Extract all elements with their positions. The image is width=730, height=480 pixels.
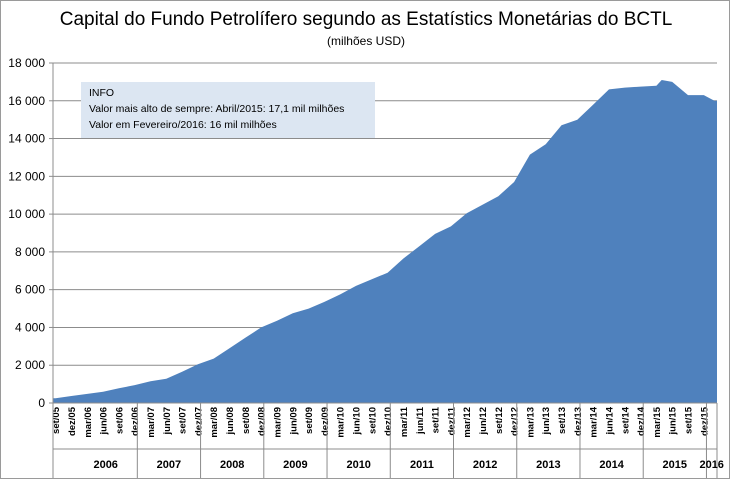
year-axis: 2006 2007 2008 2009 2010 2011 2012 2013 2014 2015… <box>52 403 724 478</box>
year-label: 2013 <box>536 459 560 471</box>
x-tick-label: set/12 <box>494 407 505 434</box>
x-tick-label: jun/08 <box>225 407 236 435</box>
axes <box>52 63 717 404</box>
x-tick-label: dez/11 <box>446 406 457 435</box>
year-label: 2010 <box>346 459 370 471</box>
x-tick-label: jun/10 <box>352 407 363 435</box>
series-area <box>53 80 717 403</box>
year-label: 2014 <box>599 459 624 471</box>
x-tick-label: jun/09 <box>288 407 299 435</box>
y-tick-label: 18 000 <box>8 56 45 70</box>
x-tick-label: set/08 <box>241 407 252 434</box>
year-label: 2011 <box>410 459 434 471</box>
x-tick-label: mar/14 <box>589 406 600 437</box>
year-label: 2016 <box>699 459 723 471</box>
year-label: 2008 <box>220 459 244 471</box>
x-tick-label: dez/05 <box>67 406 78 436</box>
y-tick-label: 12 000 <box>8 169 45 183</box>
x-tick-label: set/15 <box>684 406 695 434</box>
x-tick-label: mar/12 <box>462 407 473 438</box>
x-tick-label: mar/07 <box>146 407 157 438</box>
y-tick-label: 6 000 <box>15 283 45 297</box>
x-tick-label: jun/14 <box>605 406 616 435</box>
area-series <box>53 80 717 403</box>
x-tick-label: jun/12 <box>478 407 489 435</box>
y-axis-ticks: 0 2 000 4 000 6 000 8 000 10 000 12 000 14 000 1… <box>8 56 53 410</box>
y-tick-label: 8 000 <box>15 245 45 259</box>
x-tick-label: jun/15 <box>668 406 679 435</box>
y-tick-label: 2 000 <box>15 358 45 372</box>
x-tick-label: dez/15 <box>699 406 710 436</box>
x-tick-label: dez/09 <box>320 407 331 436</box>
x-tick-label: set/11 <box>431 406 442 433</box>
x-tick-label: dez/14 <box>636 406 647 436</box>
x-tick-label: mar/11 <box>399 406 410 437</box>
info-heading: INFO <box>89 87 115 99</box>
x-tick-label: mar/06 <box>83 407 94 438</box>
x-tick-label: dez/13 <box>573 407 584 436</box>
y-tick-label: 14 000 <box>8 132 45 146</box>
info-line-current: Valor em Fevereiro/2016: 16 mil milhões <box>89 119 277 131</box>
year-label: 2015 <box>663 459 687 471</box>
y-tick-label: 0 <box>38 396 45 410</box>
x-tick-label: set/13 <box>557 407 568 434</box>
y-tick-label: 4 000 <box>15 320 45 334</box>
chart-title: Capital do Fundo Petrolífero segundo as … <box>59 9 673 30</box>
x-tick-label: jun/13 <box>541 407 552 435</box>
year-label: 2012 <box>473 459 497 471</box>
year-label: 2007 <box>157 459 181 471</box>
x-tick-label: dez/07 <box>193 407 204 436</box>
title-block: Capital do Fundo Petrolífero segundo as … <box>1 9 730 49</box>
x-tick-label: set/14 <box>620 406 631 434</box>
x-tick-label: mar/13 <box>525 407 536 438</box>
year-label: 2009 <box>283 459 307 471</box>
x-tick-label: mar/08 <box>209 407 220 438</box>
x-tick-label: mar/15 <box>652 406 663 437</box>
x-tick-label: dez/06 <box>130 407 141 436</box>
x-tick-label: jun/06 <box>99 407 110 435</box>
x-tick-label: set/09 <box>304 407 315 434</box>
info-annotation: INFO Valor mais alto de sempre: Abril/20… <box>81 82 375 138</box>
y-tick-label: 10 000 <box>8 207 45 221</box>
x-tick-label: dez/12 <box>510 407 521 436</box>
x-tick-label: set/05 <box>51 406 62 434</box>
x-tick-label: mar/10 <box>336 407 347 438</box>
x-tick-label: jun/11 <box>415 406 426 435</box>
x-tick-label: dez/10 <box>383 407 394 436</box>
x-axis-ticks: set/05 dez/05 mar/06 jun/06 set/06 dez/06 mar/… <box>51 406 710 437</box>
chart-subtitle: (milhões USD) <box>326 34 405 48</box>
x-tick-label: set/10 <box>367 407 378 434</box>
x-tick-label: dez/08 <box>257 407 268 436</box>
year-label: 2006 <box>93 459 117 471</box>
x-tick-label: jun/07 <box>162 407 173 435</box>
info-line-peak: Valor mais alto de sempre: Abril/2015: 1… <box>89 103 345 115</box>
x-tick-label: set/06 <box>114 407 125 434</box>
x-tick-label: set/07 <box>178 407 189 434</box>
y-tick-label: 16 000 <box>8 94 45 108</box>
x-tick-label: mar/09 <box>273 407 284 438</box>
